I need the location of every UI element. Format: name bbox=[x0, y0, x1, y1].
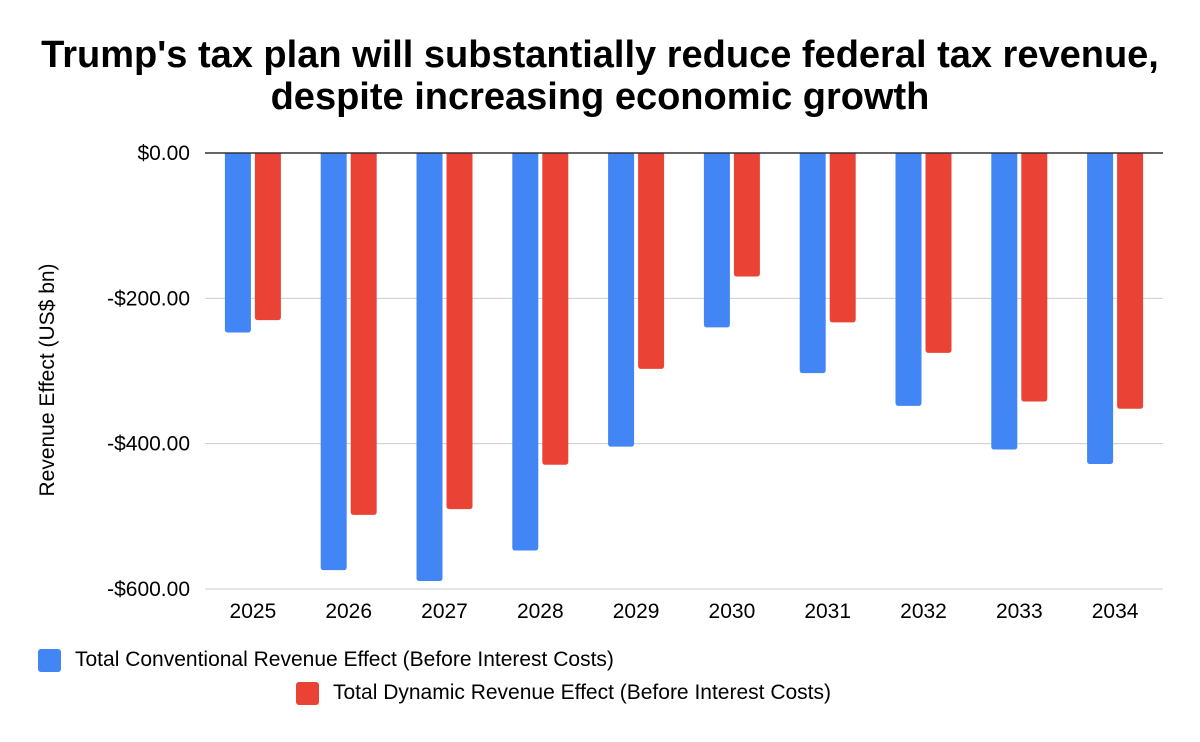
legend-label-conventional: Total Conventional Revenue Effect (Befor… bbox=[75, 648, 614, 671]
x-tick-label: 2031 bbox=[804, 600, 851, 623]
x-tick-label: 2033 bbox=[996, 600, 1043, 623]
legend-item-dynamic: Total Dynamic Revenue Effect (Before Int… bbox=[296, 681, 831, 705]
legend-label-dynamic: Total Dynamic Revenue Effect (Before Int… bbox=[333, 681, 831, 704]
y-axis-title: Revenue Effect (US$ bn) bbox=[36, 263, 59, 496]
bar-conventional-2034 bbox=[1087, 153, 1114, 465]
bar-conventional-2027 bbox=[416, 153, 443, 582]
bar-conventional-2025 bbox=[224, 153, 251, 333]
x-tick-label: 2028 bbox=[517, 600, 564, 623]
x-tick-label: 2026 bbox=[325, 600, 372, 623]
x-tick-label: 2034 bbox=[1092, 600, 1139, 623]
bars bbox=[224, 153, 1144, 582]
y-tick-label: -$200.00 bbox=[107, 287, 190, 310]
bar-dynamic-2026 bbox=[350, 153, 377, 515]
legend-swatch-dynamic bbox=[296, 681, 319, 705]
bar-conventional-2033 bbox=[991, 153, 1018, 450]
x-tick-label: 2030 bbox=[709, 600, 756, 623]
bar-conventional-2026 bbox=[320, 153, 347, 571]
y-tick-label: -$600.00 bbox=[107, 578, 190, 601]
bar-conventional-2030 bbox=[703, 153, 730, 328]
bar-conventional-2031 bbox=[799, 153, 826, 374]
bar-dynamic-2030 bbox=[733, 153, 760, 277]
bar-conventional-2032 bbox=[895, 153, 922, 406]
bar-dynamic-2032 bbox=[925, 153, 952, 353]
y-tick-label: $0.00 bbox=[137, 142, 190, 165]
x-tick-label: 2029 bbox=[613, 600, 660, 623]
bar-conventional-2029 bbox=[608, 153, 635, 447]
legend-item-conventional: Total Conventional Revenue Effect (Befor… bbox=[38, 648, 614, 672]
x-tick-label: 2032 bbox=[900, 600, 947, 623]
x-tick-label: 2025 bbox=[230, 600, 277, 623]
legend-swatch-conventional bbox=[38, 648, 61, 672]
gridlines bbox=[205, 297, 1163, 590]
bar-dynamic-2029 bbox=[638, 153, 665, 369]
bar-dynamic-2034 bbox=[1117, 153, 1144, 409]
bar-dynamic-2031 bbox=[829, 153, 856, 323]
x-tick-label: 2027 bbox=[421, 600, 468, 623]
y-tick-label: -$400.00 bbox=[107, 433, 190, 456]
axes: $0.00 -$200.00 -$400.00 -$600.00 2025 2026 202… bbox=[107, 142, 1163, 623]
bar-dynamic-2028 bbox=[542, 153, 569, 465]
bar-dynamic-2027 bbox=[446, 153, 473, 510]
bar-conventional-2028 bbox=[512, 153, 539, 551]
bar-dynamic-2025 bbox=[254, 153, 281, 321]
chart-title: Trump's tax plan will substantially redu… bbox=[41, 34, 1159, 118]
bar-dynamic-2033 bbox=[1021, 153, 1048, 402]
